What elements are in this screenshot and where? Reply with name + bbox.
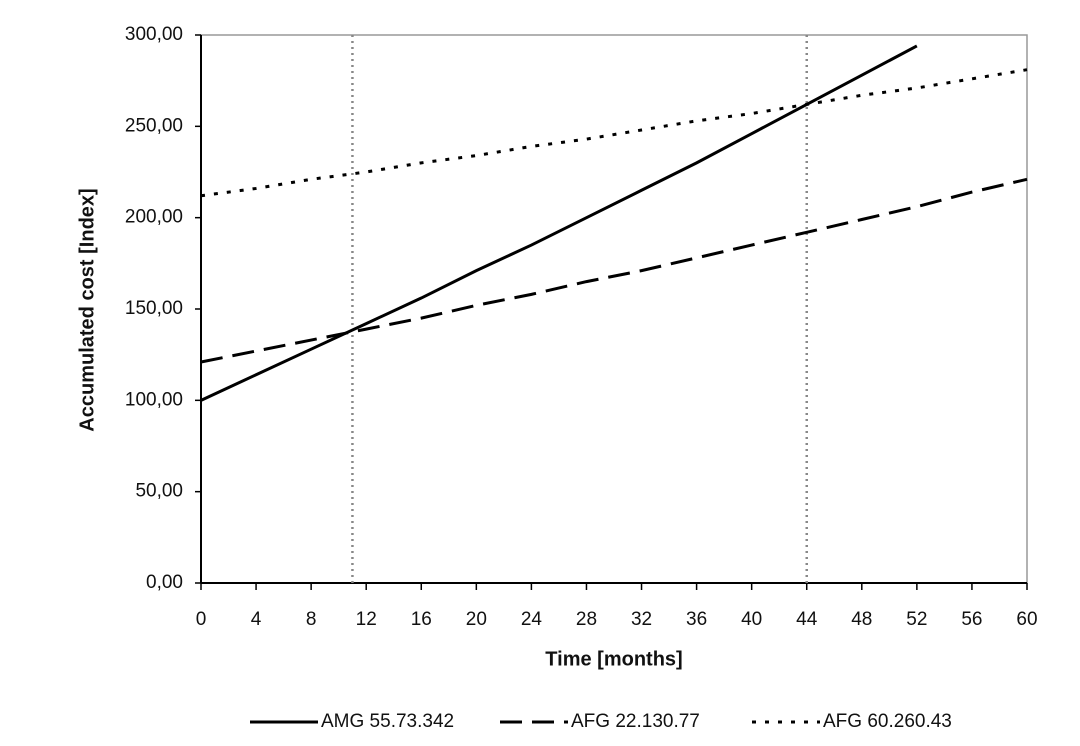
y-tick-label: 300,00: [125, 24, 183, 45]
series-line: [200, 44, 918, 402]
x-tick-label: 60: [1016, 609, 1037, 630]
x-tick-label: 52: [906, 609, 927, 630]
legend-label: AMG 55.73.342: [321, 711, 454, 732]
x-tick-label: 16: [411, 609, 432, 630]
x-tick-label: 0: [196, 609, 207, 630]
x-tick-label: 48: [851, 609, 872, 630]
x-tick-label: 12: [356, 609, 377, 630]
x-tick-label: 28: [576, 609, 597, 630]
y-tick-label: 0,00: [146, 572, 183, 593]
y-tick-label: 250,00: [125, 115, 183, 136]
x-tick-label: 32: [631, 609, 652, 630]
y-axis-title: Accumulated cost [Index]: [76, 188, 98, 431]
legend-label: AFG 60.260.43: [823, 711, 952, 732]
x-tick-label: 4: [251, 609, 262, 630]
y-tick-label: 50,00: [135, 481, 183, 502]
series-line: [200, 68, 1028, 198]
x-axis-title: Time [months]: [545, 648, 682, 670]
x-tick-label: 20: [466, 609, 487, 630]
x-tick-label: 40: [741, 609, 762, 630]
y-tick-label: 100,00: [125, 389, 183, 410]
x-tick-label: 24: [521, 609, 543, 630]
plot-frame: [200, 34, 1028, 584]
legend-label: AFG 22.130.77: [571, 711, 700, 732]
x-tick-label: 44: [796, 609, 818, 630]
series-line: [200, 177, 1028, 364]
y-tick-label: 150,00: [125, 298, 183, 319]
y-tick-label: 200,00: [125, 207, 183, 228]
x-tick-label: 56: [961, 609, 982, 630]
x-tick-label: 36: [686, 609, 707, 630]
x-tick-label: 8: [306, 609, 317, 630]
